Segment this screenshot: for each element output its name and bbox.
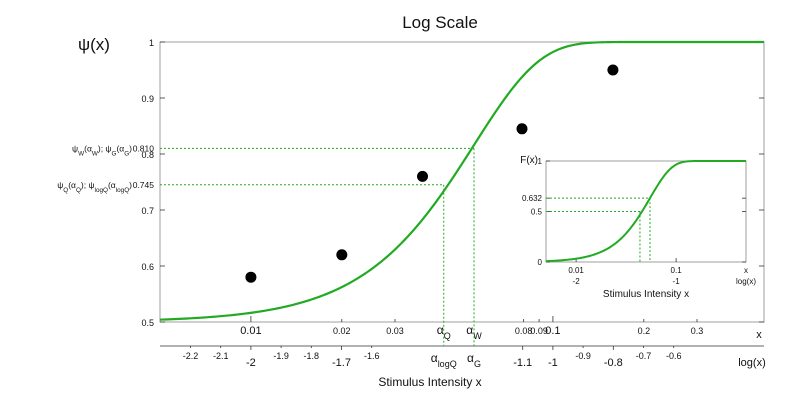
data-point <box>336 249 348 261</box>
logx-tick-label: -1.1 <box>513 357 532 369</box>
inset-logx-tick-label: -2 <box>573 277 581 286</box>
x-tick-label: 0.08 <box>515 326 533 336</box>
logx-tick-label: -1 <box>548 357 558 369</box>
x-axis-unit-label: x <box>756 329 762 341</box>
main-axes: 0.50.60.70.80.910.01 0.02 0.03 0.080.090.1 0… <box>141 38 765 369</box>
y-tick-label: 0.5 <box>141 318 154 328</box>
logx-tick-label: -1.7 <box>332 357 351 369</box>
ref-caption-label: ψQ(αQ); ψlogQ(αlogQ) <box>57 180 132 194</box>
ref-value-label: 0.810 <box>133 143 155 153</box>
inset-chart: F(x) 0 0.5 0.632 1 0.01 0.1 -2 -1 x log(x) Stimulus… <box>520 155 756 300</box>
ref-caption-label: ψW(αW); ψG(αG) <box>72 143 132 157</box>
alpha-label-bottom: αG <box>467 351 481 369</box>
logx-tick-label: -0.7 <box>636 351 652 361</box>
chart-title: Log Scale <box>402 13 478 32</box>
y-tick-label: 1 <box>149 38 154 48</box>
inset-x-tick-label: 0.01 <box>568 266 584 275</box>
data-point <box>607 64 619 76</box>
x-tick-label: 0.3 <box>691 326 704 336</box>
logx-tick-label: -2.2 <box>183 351 199 361</box>
inset-y-tick-label: 1 <box>538 157 543 166</box>
data-point <box>516 123 528 135</box>
data-point <box>417 170 429 182</box>
alpha-label-top: αQ <box>437 323 451 341</box>
data-points-layer <box>245 64 619 283</box>
data-point <box>245 271 257 283</box>
y-tick-label: 0.7 <box>141 206 154 216</box>
y-axis-label: ψ(x) <box>78 35 110 54</box>
inset-x-unit-label: x <box>744 266 748 275</box>
logx-tick-label: -1.6 <box>364 351 380 361</box>
inset-y-tick-label: 0 <box>538 258 543 267</box>
logx-tick-label: -1.9 <box>273 351 289 361</box>
x-tick-label: 0.2 <box>638 326 651 336</box>
ref-value-label: 0.745 <box>133 180 155 190</box>
logx-tick-label: -0.8 <box>604 357 623 369</box>
inset-y-tick-label: 0.5 <box>531 208 543 217</box>
psychometric-curve <box>159 40 764 321</box>
logx-axis-unit-label: log(x) <box>738 357 766 369</box>
logx-tick-label: -2.1 <box>213 351 229 361</box>
inset-y-axis-label: F(x) <box>520 155 538 166</box>
logx-tick-label: -2 <box>246 357 256 369</box>
inset-logx-unit-label: log(x) <box>736 277 756 286</box>
x-tick-label: 0.09 <box>530 326 548 336</box>
alpha-label-bottom: αlogQ <box>431 351 457 369</box>
x-tick-label: 0.01 <box>240 325 261 337</box>
inset-cdf-curve <box>545 160 746 263</box>
y-tick-label: 0.6 <box>141 262 154 272</box>
inset-logx-tick-label: -1 <box>673 277 681 286</box>
x-axis-label: Stimulus Intensity x <box>378 375 481 389</box>
inset-x-tick-label: 0.1 <box>671 266 683 275</box>
y-tick-label: 0.9 <box>141 94 154 104</box>
logx-tick-label: -0.6 <box>666 351 682 361</box>
inset-y-tick-label: 0.632 <box>522 194 543 203</box>
logx-tick-label: -0.9 <box>575 351 591 361</box>
chart-labels: Log Scale ψ(x) Stimulus Intensity x x lo… <box>78 13 766 389</box>
y-tick-label: 0.8 <box>141 150 154 160</box>
x-tick-label: 0.02 <box>333 326 351 336</box>
psychometric-curve-layer <box>159 40 764 321</box>
plot-frame <box>159 41 765 323</box>
x-tick-label: 0.1 <box>545 325 560 337</box>
inset-x-axis-label: Stimulus Intensity x <box>603 289 689 300</box>
logx-tick-label: -1.8 <box>304 351 320 361</box>
alpha-label-top: αW <box>466 323 482 341</box>
x-tick-label: 0.03 <box>386 326 404 336</box>
